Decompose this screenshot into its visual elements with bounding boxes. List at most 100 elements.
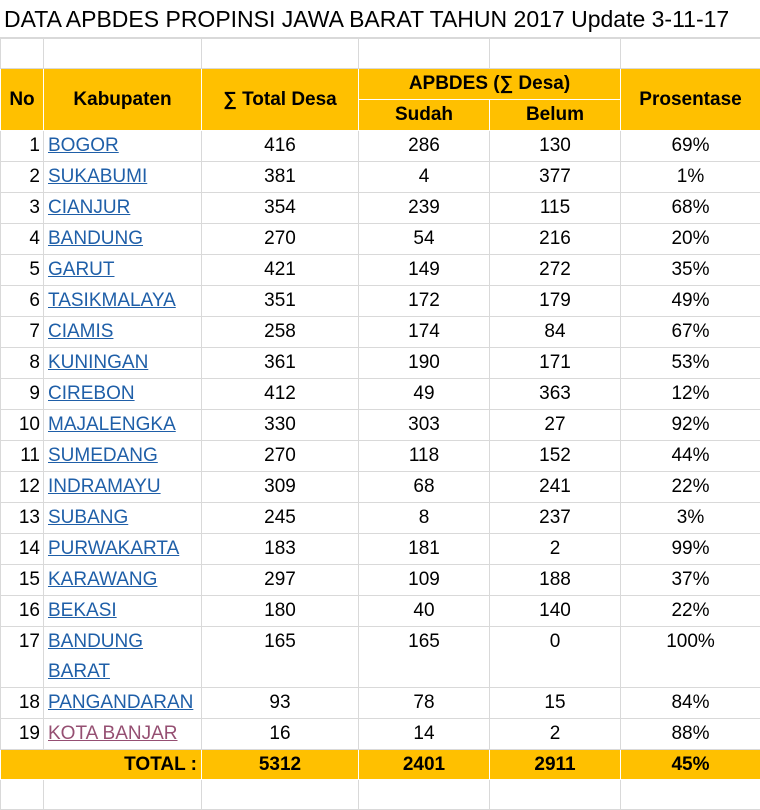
belum: 179	[490, 286, 621, 317]
kabupaten-link[interactable]: TASIKMALAYA	[48, 286, 176, 316]
sudah: 286	[359, 131, 490, 162]
kabupaten-cell: BOGOR	[44, 131, 202, 162]
kabupaten-cell: BEKASI	[44, 596, 202, 627]
empty-row	[1, 780, 760, 810]
belum: 27	[490, 410, 621, 441]
belum: 171	[490, 348, 621, 379]
kabupaten-link[interactable]: BOGOR	[48, 131, 119, 161]
cell	[1, 39, 44, 69]
prosentase: 100%	[621, 627, 760, 688]
kabupaten-link[interactable]: SUBANG	[48, 503, 128, 533]
kabupaten-cell: SUKABUMI	[44, 162, 202, 193]
sudah: 303	[359, 410, 490, 441]
belum: 2	[490, 534, 621, 565]
kabupaten-cell: BANDUNG BARAT	[44, 627, 202, 688]
total-value: 2401	[359, 750, 490, 780]
kabupaten-link[interactable]: MAJALENGKA	[48, 410, 176, 440]
belum: 152	[490, 441, 621, 472]
belum: 84	[490, 317, 621, 348]
total-desa: 351	[202, 286, 359, 317]
sudah: 174	[359, 317, 490, 348]
kabupaten-cell: CIREBON	[44, 379, 202, 410]
kabupaten-cell: SUBANG	[44, 503, 202, 534]
cell	[202, 780, 359, 810]
total-desa: 421	[202, 255, 359, 286]
row-no: 17	[1, 627, 44, 688]
belum: 241	[490, 472, 621, 503]
sudah: 118	[359, 441, 490, 472]
sudah: 14	[359, 719, 490, 750]
row-no: 16	[1, 596, 44, 627]
kabupaten-link[interactable]: BANDUNG BARAT	[48, 627, 196, 687]
belum: 130	[490, 131, 621, 162]
kabupaten-link[interactable]: BEKASI	[48, 596, 117, 626]
belum: 272	[490, 255, 621, 286]
total-value: 5312	[202, 750, 359, 780]
belum: 188	[490, 565, 621, 596]
kabupaten-cell: PURWAKARTA	[44, 534, 202, 565]
kabupaten-link[interactable]: KARAWANG	[48, 565, 157, 595]
kabupaten-link[interactable]: CIREBON	[48, 379, 135, 409]
prosentase: 35%	[621, 255, 760, 286]
total-value: 45%	[621, 750, 760, 780]
kabupaten-link[interactable]: BANDUNG	[48, 224, 143, 254]
total-desa: 165	[202, 627, 359, 688]
prosentase: 99%	[621, 534, 760, 565]
sudah: 165	[359, 627, 490, 688]
row-no: 6	[1, 286, 44, 317]
prosentase: 3%	[621, 503, 760, 534]
total-desa: 412	[202, 379, 359, 410]
sudah: 172	[359, 286, 490, 317]
row-no: 1	[1, 131, 44, 162]
prosentase: 92%	[621, 410, 760, 441]
kabupaten-link[interactable]: INDRAMAYU	[48, 472, 161, 502]
kabupaten-link[interactable]: KUNINGAN	[48, 348, 148, 378]
total-desa: 354	[202, 193, 359, 224]
sudah: 78	[359, 688, 490, 719]
sudah: 239	[359, 193, 490, 224]
kabupaten-link[interactable]: CIAMIS	[48, 317, 113, 347]
prosentase: 12%	[621, 379, 760, 410]
sudah: 40	[359, 596, 490, 627]
kabupaten-link[interactable]: SUKABUMI	[48, 162, 147, 192]
sudah: 181	[359, 534, 490, 565]
kabupaten-link[interactable]: KOTA BANJAR	[48, 719, 178, 749]
kabupaten-link[interactable]: PANGANDARAN	[48, 688, 193, 718]
total-desa: 270	[202, 441, 359, 472]
kabupaten-link[interactable]: SUMEDANG	[48, 441, 158, 471]
cell	[1, 780, 44, 810]
kabupaten-link[interactable]: GARUT	[48, 255, 115, 285]
row-no: 19	[1, 719, 44, 750]
empty-row	[1, 39, 760, 69]
kabupaten-cell: KUNINGAN	[44, 348, 202, 379]
cell	[490, 780, 621, 810]
cell	[202, 39, 359, 69]
sudah: 149	[359, 255, 490, 286]
belum: 237	[490, 503, 621, 534]
prosentase: 53%	[621, 348, 760, 379]
total-desa: 416	[202, 131, 359, 162]
sudah: 4	[359, 162, 490, 193]
belum: 363	[490, 379, 621, 410]
total-desa: 270	[202, 224, 359, 255]
row-no: 11	[1, 441, 44, 472]
kabupaten-cell: PANGANDARAN	[44, 688, 202, 719]
total-desa: 16	[202, 719, 359, 750]
kabupaten-link[interactable]: CIANJUR	[48, 193, 130, 223]
header-sudah: Sudah	[359, 100, 490, 131]
kabupaten-link[interactable]: PURWAKARTA	[48, 534, 179, 564]
prosentase: 22%	[621, 596, 760, 627]
